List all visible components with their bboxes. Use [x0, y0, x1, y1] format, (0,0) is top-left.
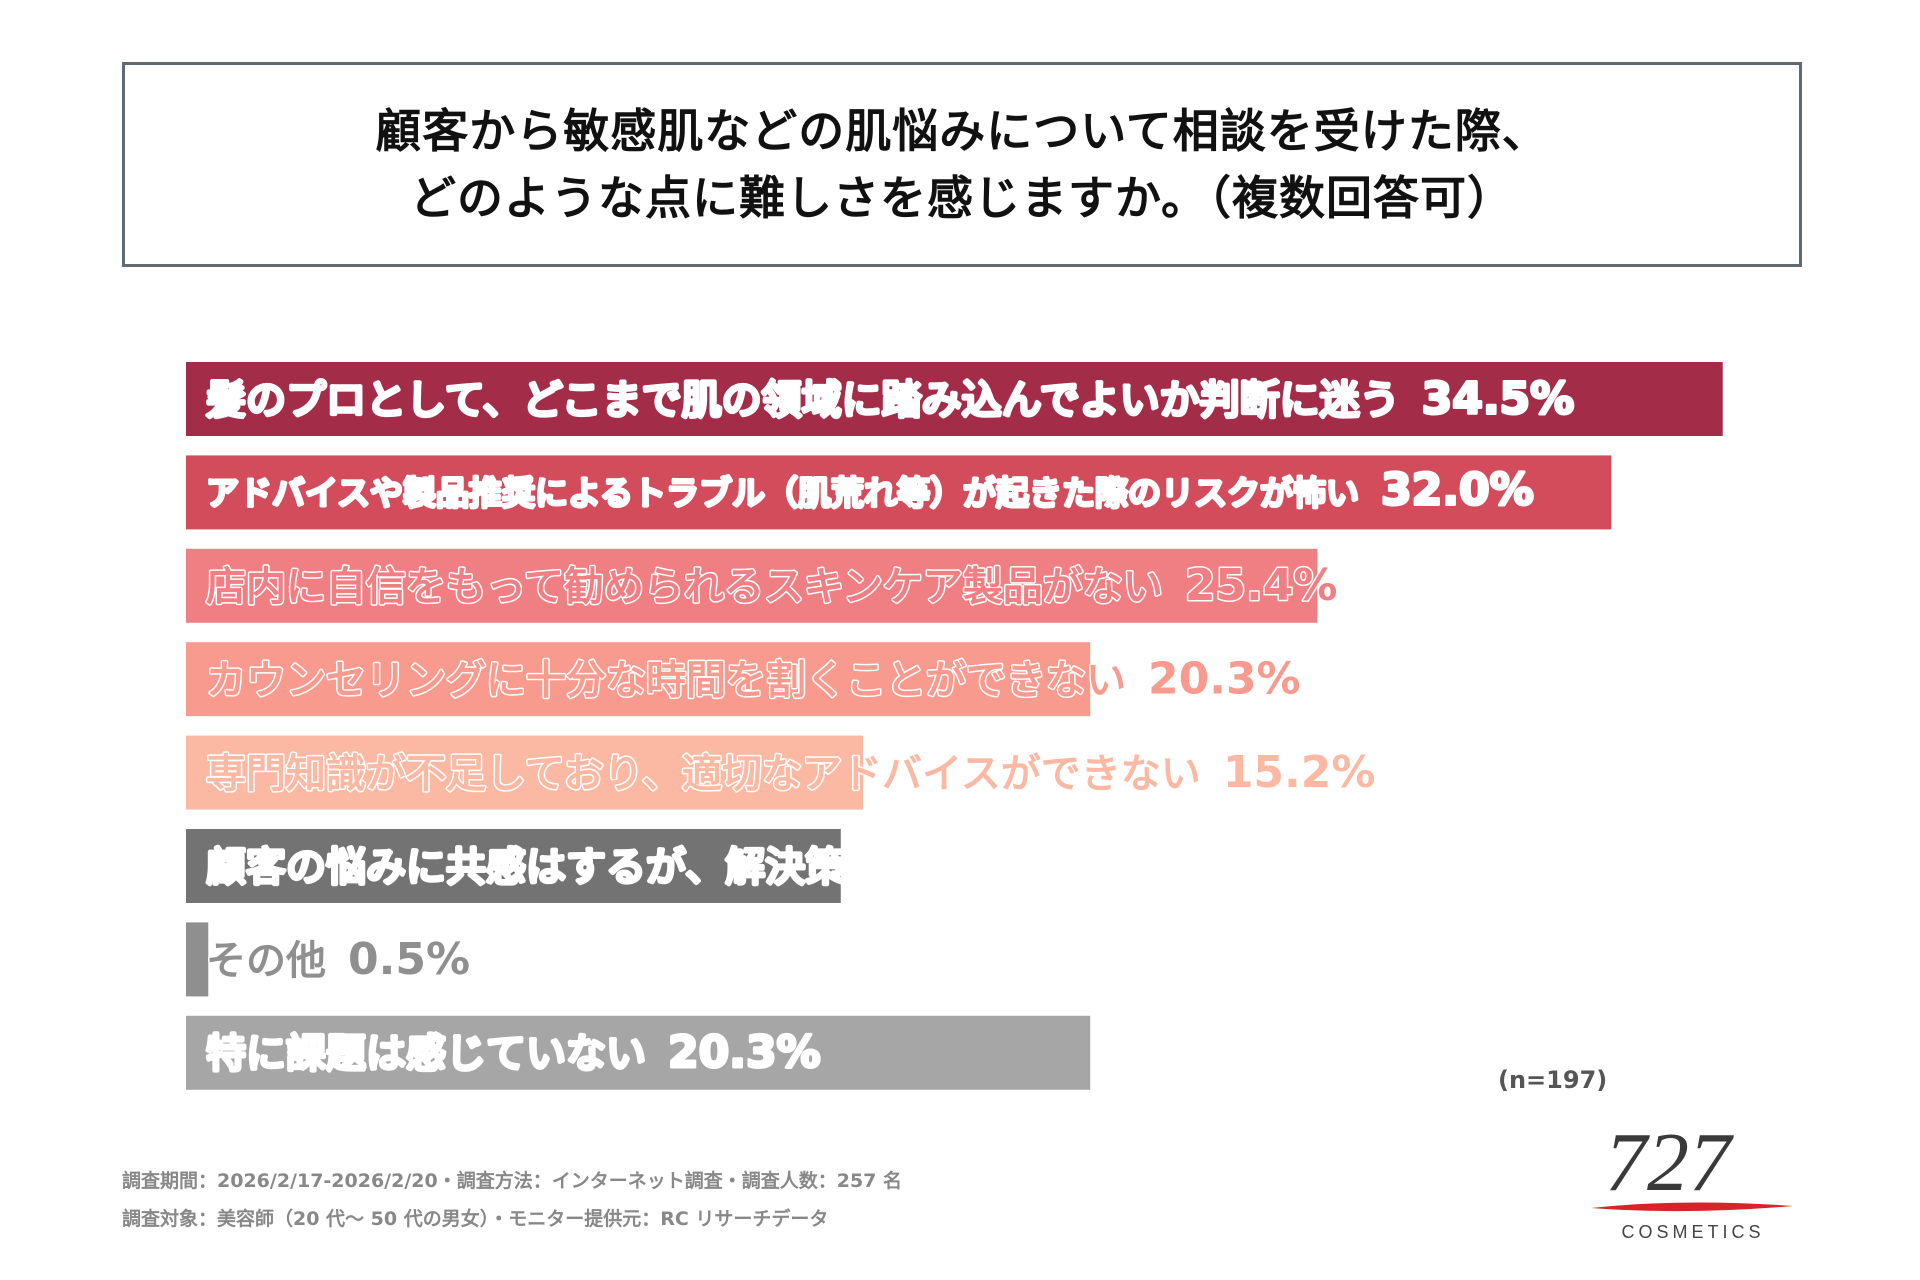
- title-line-1: 顧客から敏感肌などの肌悩みについて相談を受けた際、: [375, 103, 1549, 158]
- bar-label-6: 顧客の悩みに共感はするが、解決策を提示する術がない 14.7%: [206, 840, 1380, 891]
- sample-size-label: (n=197): [1498, 1066, 1608, 1094]
- bar-label-4: カウンセリングに十分な時間を割くことができない 20.3%: [206, 654, 1301, 705]
- footnote-line-2: 調査対象：美容師（20 代～ 50 代の男女）・モニター提供元：RC リサーチデ…: [122, 1208, 829, 1230]
- value-label: 20.3%: [1126, 654, 1301, 705]
- bar-7: [186, 922, 209, 997]
- bar-8: [186, 1015, 1091, 1090]
- bar-label-3: 店内に自信をもって勧められるスキンケア製品がない 25.4%: [206, 560, 1337, 611]
- value-label: 14.7%: [1205, 840, 1380, 891]
- value-label: 32.0%: [1359, 464, 1534, 515]
- category-label: 専門知識が不足しており、適切なアドバイスができない: [206, 751, 1201, 797]
- category-label: カウンセリングに十分な時間を割くことができない: [206, 658, 1126, 704]
- category-label: アドバイスや製品推奨によるトラブル（肌荒れ等）が起きた際のリスクが怖い: [206, 473, 1359, 512]
- bar-label-1: 髪のプロとして、どこまで肌の領域に踏み込んでよいか判断に迷う 34.5%: [206, 373, 1574, 424]
- bar-4: [186, 642, 1091, 717]
- bar-5: [186, 735, 864, 810]
- category-label: 特に課題は感じていない: [206, 1031, 646, 1077]
- bar-3: [186, 548, 1318, 623]
- logo-brand: COSMETICS: [1621, 1222, 1764, 1242]
- bar-6: [186, 829, 841, 903]
- logo-number: 727: [1605, 1118, 1734, 1209]
- bar-label-2: アドバイスや製品推奨によるトラブル（肌荒れ等）が起きた際のリスクが怖い 32.0…: [206, 464, 1534, 515]
- logo-swoosh: [1591, 1202, 1793, 1212]
- value-label: 34.5%: [1400, 373, 1575, 424]
- survey-footnotes: 調査期間：2026/2/17-2026/2/20・調査方法：インターネット調査・…: [122, 1162, 902, 1238]
- value-label: 0.5%: [326, 934, 470, 985]
- value-label: 15.2%: [1201, 747, 1376, 798]
- bar-label-8: 特に課題は感じていない 20.3%: [206, 1027, 821, 1078]
- value-label: 20.3%: [646, 1027, 821, 1078]
- bar-label-5: 専門知識が不足しており、適切なアドバイスができない 15.2%: [206, 747, 1375, 798]
- footnote-line-1: 調査期間：2026/2/17-2026/2/20・調査方法：インターネット調査・…: [122, 1170, 903, 1192]
- title-line-2: どのような点に難しさを感じますか。（複数回答可）: [409, 170, 1515, 225]
- chart-title-box: 顧客から敏感肌などの肌悩みについて相談を受けた際、 どのような点に難しさを感じま…: [122, 62, 1802, 267]
- category-label: 髪のプロとして、どこまで肌の領域に踏み込んでよいか判断に迷う: [206, 377, 1400, 423]
- bar-2: [186, 455, 1612, 530]
- value-label: 25.4%: [1163, 560, 1338, 611]
- category-label: その他: [206, 938, 326, 984]
- bar-label-7: その他 0.5%: [206, 934, 470, 985]
- category-label: 顧客の悩みに共感はするが、解決策を提示する術がない: [206, 844, 1205, 890]
- bar-1: [186, 362, 1723, 436]
- brand-logo: 727 COSMETICS: [1591, 1118, 1793, 1242]
- category-label: 店内に自信をもって勧められるスキンケア製品がない: [206, 564, 1163, 610]
